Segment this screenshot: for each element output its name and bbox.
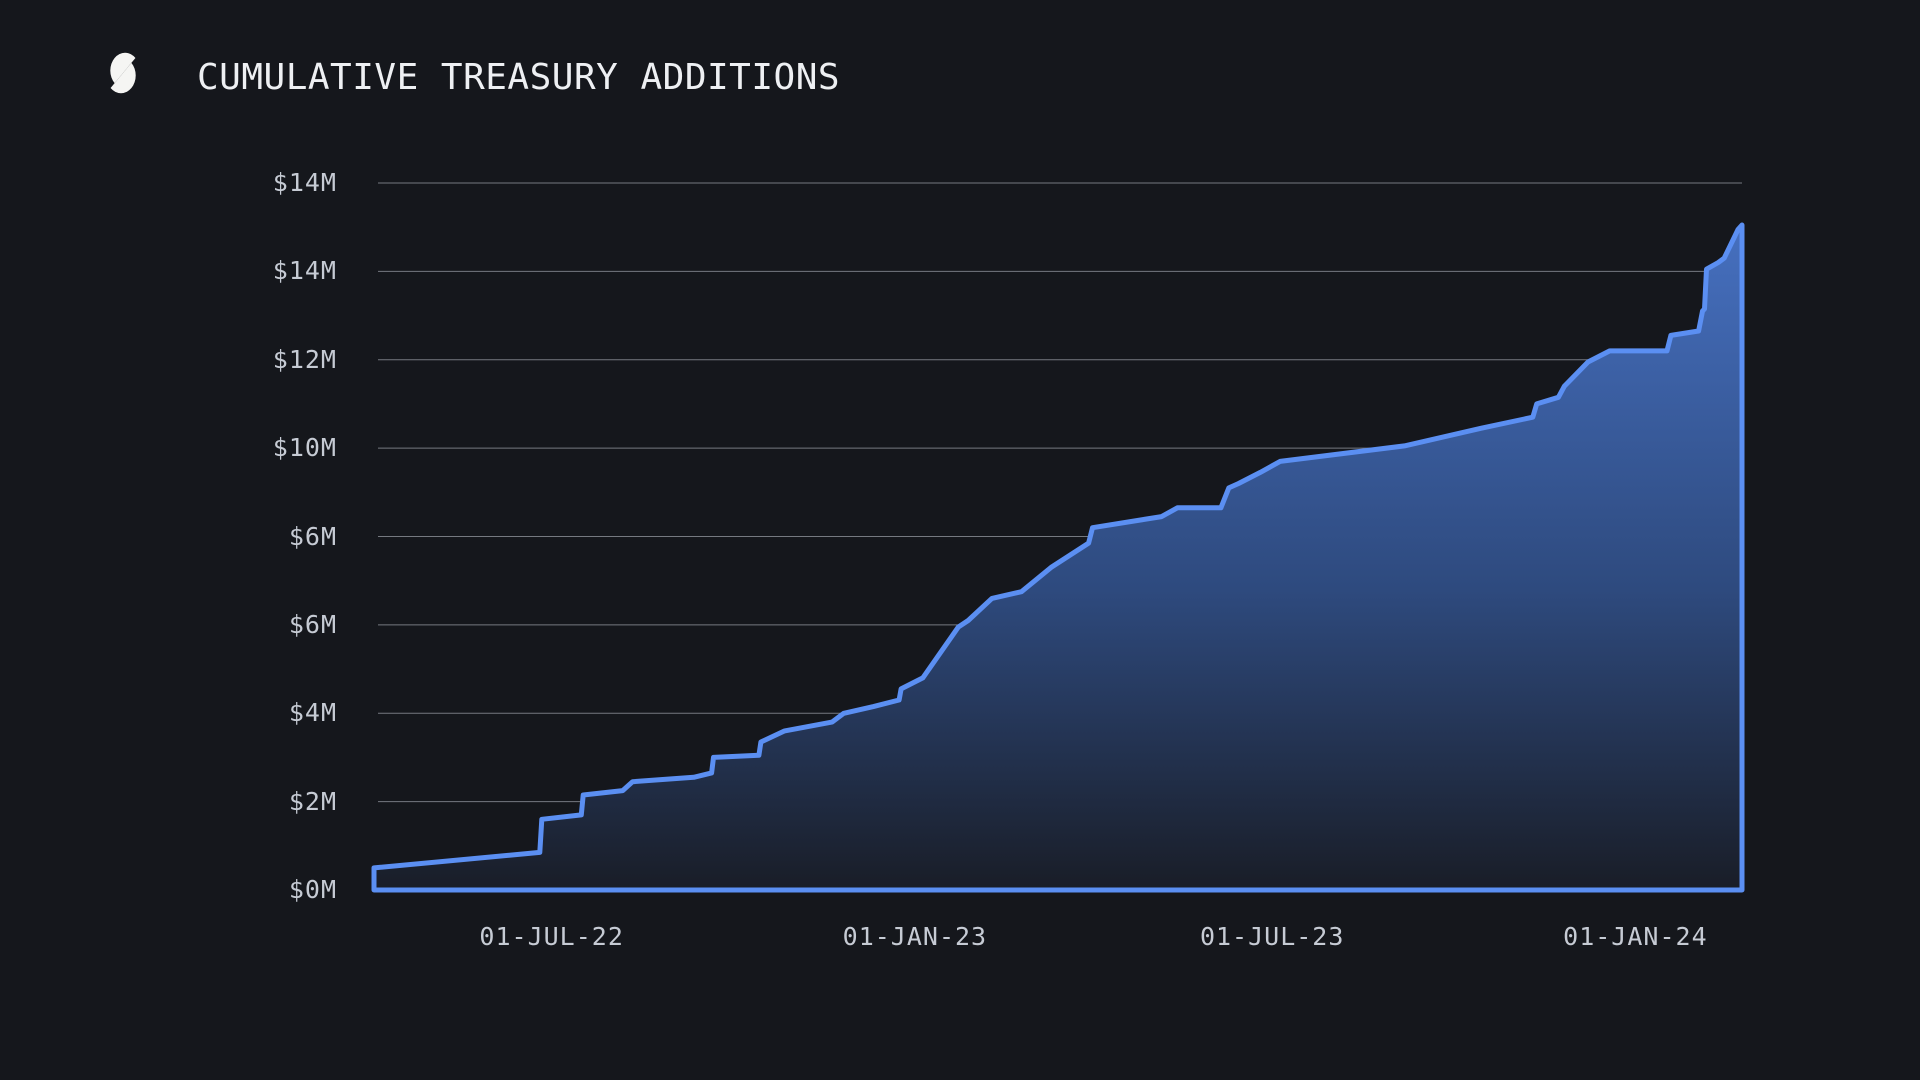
y-tick-label: $14M (272, 168, 337, 197)
logo-shape (110, 62, 136, 94)
x-tick-label: 01-JAN-24 (1563, 922, 1708, 951)
treasury-area-series (371, 222, 1745, 893)
y-tick-label: $10M (272, 433, 337, 463)
y-tick-label: $12M (272, 344, 337, 374)
x-tick-label: 01-JAN-23 (842, 922, 988, 951)
chart-title: CUMULATIVE TREASURY ADDITIONS (197, 57, 841, 98)
y-tick-label: $6M (288, 521, 337, 551)
y-tick-label: $2M (288, 786, 337, 816)
slashed-circle-logo-icon (110, 52, 136, 94)
y-tick-label: $14M (272, 256, 337, 286)
logo-shape (110, 52, 136, 84)
y-tick-label: $0M (288, 875, 337, 904)
x-tick-label: 01-JUL-22 (479, 922, 624, 951)
x-tick-label: 01-JUL-23 (1199, 922, 1345, 951)
y-tick-label: $4M (288, 698, 337, 728)
y-tick-label: $6M (288, 609, 337, 639)
chart-header (104, 50, 142, 96)
